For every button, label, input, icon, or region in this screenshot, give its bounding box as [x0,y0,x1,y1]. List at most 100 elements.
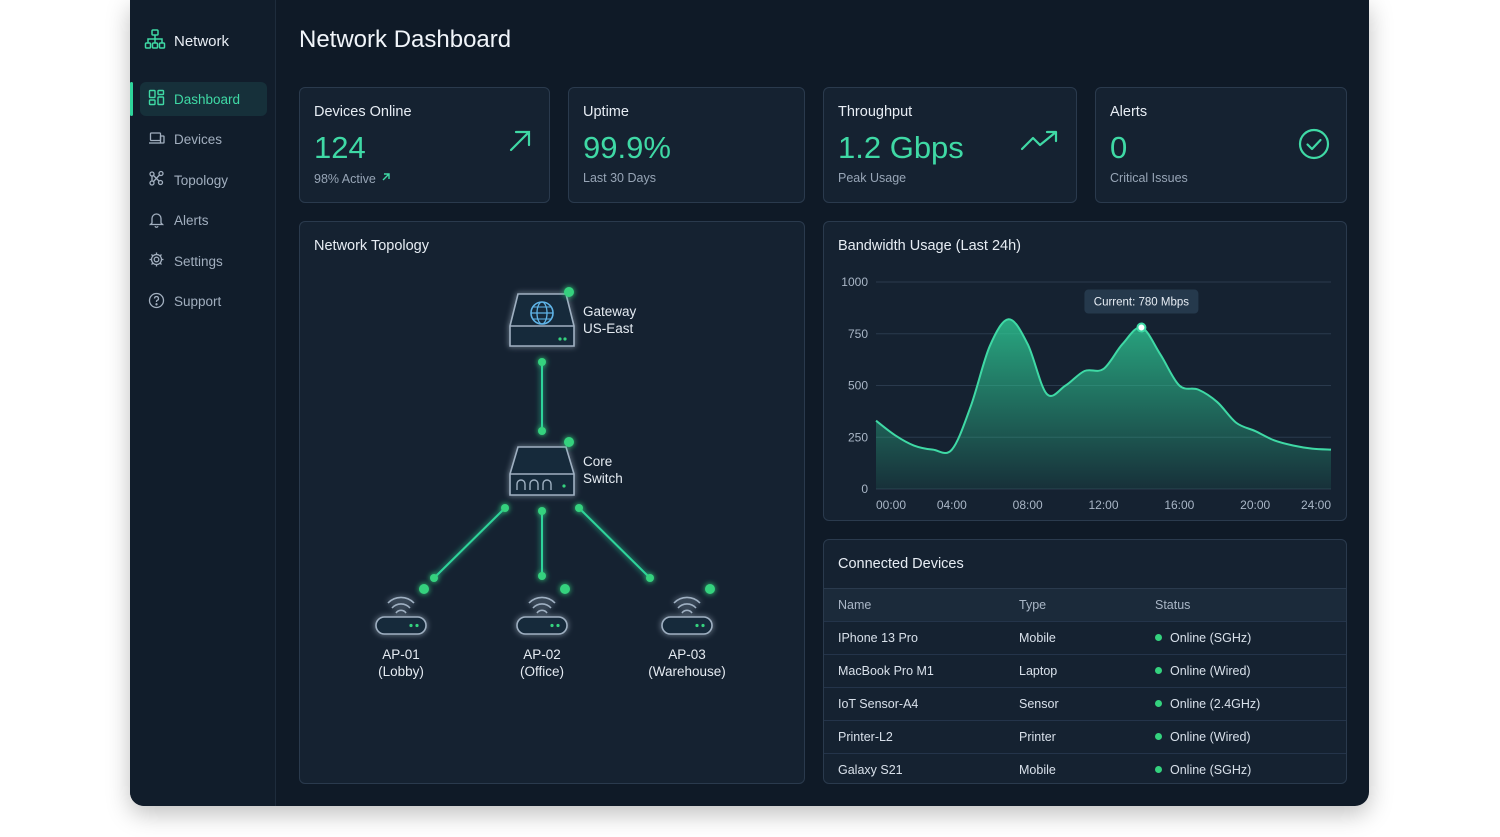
bell-icon [148,211,165,231]
connected-devices-panel: Connected Devices Name Type Status IPhon… [823,539,1347,784]
online-status-dot [1155,634,1162,642]
stat-subtitle: Critical Issues [1110,171,1188,185]
access-point-icon [516,596,568,635]
sidebar-item-topology[interactable]: Topology [140,163,267,197]
app-window: Network Dashboard Devices [130,0,1369,806]
table-row[interactable]: Printer-L2 Printer Online (Wired) [824,720,1346,754]
stat-value: 124 [314,130,366,165]
x-axis-ticks: 00:00 04:00 08:00 12:00 16:00 20:00 24:00 [876,498,1331,512]
panel-title: Connected Devices [838,556,964,572]
ap03-status-dot [705,584,715,594]
ap-label-line2: (Warehouse) [648,664,726,679]
x-tick-label: 20:00 [1240,498,1270,512]
bandwidth-chart[interactable]: 0 250 500 750 1000 00:00 04:00 08:00 12:00 16:00… [824,222,1348,522]
ap03-label[interactable]: AP-03 (Warehouse) [637,646,737,680]
device-name: IPhone 13 Pro [824,621,1005,655]
current-value-tooltip: Current: 780 Mbps [1084,289,1199,314]
sidebar-item-alerts[interactable]: Alerts [140,204,267,238]
data-point [1159,353,1161,355]
stat-card-uptime[interactable]: Uptime 99.9% Last 30 Days [568,87,805,203]
table-row[interactable]: MacBook Pro M1 Laptop Online (Wired) [824,654,1346,688]
devices-table: Name Type Status IPhone 13 Pro Mobile On… [824,588,1346,783]
stat-title: Alerts [1110,104,1148,120]
data-point [1197,388,1199,390]
sidebar: Network Dashboard Devices [130,0,276,806]
data-point [1026,343,1028,345]
y-axis-ticks: 0 250 500 750 1000 [841,275,868,496]
arrow-up-right-small-icon [380,171,392,186]
sidebar-item-label: Topology [174,172,229,188]
core-label-line2: Switch [583,471,623,486]
status-text: Online (Wired) [1170,730,1251,744]
column-header-status[interactable]: Status [1141,588,1346,622]
table-row[interactable]: Galaxy S21 Mobile Online (SGHz) [824,753,1346,783]
ap-label-line2: (Lobby) [378,664,424,679]
stat-value: 1.2 Gbps [838,130,964,165]
sidebar-item-support[interactable]: Support [140,285,267,319]
stat-card-throughput[interactable]: Throughput 1.2 Gbps Peak Usage [823,87,1077,203]
data-point [932,448,934,450]
status-text: Online (SGHz) [1170,631,1252,645]
data-point [913,444,915,446]
data-point [1292,444,1294,446]
sidebar-item-label: Support [174,294,222,309]
device-type: Printer [1005,720,1141,754]
table-row[interactable]: IPhone 13 Pro Mobile Online (SGHz) [824,621,1346,655]
x-tick-label: 24:00 [1301,498,1331,512]
sidebar-nav: Dashboard Devices Topology [130,82,275,325]
device-status: Online (2.4GHz) [1141,687,1346,721]
core-switch-label[interactable]: Core Switch [583,453,623,487]
data-point [1083,370,1085,372]
data-point [1178,384,1180,386]
data-point [1008,318,1010,320]
help-icon [148,292,165,312]
data-point [970,405,972,407]
stat-title: Uptime [583,104,629,120]
data-point [894,434,896,436]
gear-icon [148,251,165,271]
topology-diagram [375,287,715,635]
stat-value: 0 [1110,130,1128,165]
sidebar-item-devices[interactable]: Devices [140,123,267,157]
access-point-icon [375,596,427,635]
sidebar-item-label: Settings [174,253,223,269]
status-text: Online (2.4GHz) [1170,697,1261,711]
gateway-label[interactable]: Gateway US-East [583,303,636,337]
brand[interactable]: Network [144,28,229,55]
stat-title: Devices Online [314,104,412,120]
column-header-type[interactable]: Type [1005,588,1141,622]
device-type: Mobile [1005,753,1141,783]
stat-value: 99.9% [583,130,671,165]
devices-icon [148,130,165,150]
stat-subtitle-text: 98% Active [314,171,376,186]
column-header-name[interactable]: Name [824,588,1005,622]
panel-title: Bandwidth Usage (Last 24h) [838,238,1021,254]
data-point [1330,448,1332,450]
gateway-status-dot [564,287,574,297]
ap-label-line1: AP-03 [668,647,706,662]
device-name: Printer-L2 [824,720,1005,754]
device-type: Laptop [1005,654,1141,688]
bandwidth-area [876,319,1331,489]
ap01-status-dot [419,584,429,594]
stat-card-devices-online[interactable]: Devices Online 124 98% Active [299,87,550,203]
stat-subtitle: Peak Usage [838,171,907,185]
sidebar-item-settings[interactable]: Settings [140,244,267,278]
sidebar-item-dashboard[interactable]: Dashboard [130,82,267,116]
data-point [1311,447,1313,449]
ap02-status-dot [560,584,570,594]
current-value-marker [1136,322,1147,333]
y-tick-label: 250 [848,430,868,444]
trending-up-icon [1020,128,1060,159]
panel-title: Network Topology [314,238,429,254]
core-switch-icon [509,446,575,496]
check-circle-icon [1298,128,1330,165]
table-row[interactable]: IoT Sensor-A4 Sensor Online (2.4GHz) [824,687,1346,721]
ap02-label[interactable]: AP-02 (Office) [502,646,582,680]
device-status: Online (Wired) [1141,654,1346,688]
data-point [1254,430,1256,432]
ap01-label[interactable]: AP-01 (Lobby) [361,646,441,680]
stat-subtitle: Last 30 Days [583,171,656,185]
sidebar-item-label: Devices [174,132,223,147]
stat-card-alerts[interactable]: Alerts 0 Critical Issues [1095,87,1347,203]
